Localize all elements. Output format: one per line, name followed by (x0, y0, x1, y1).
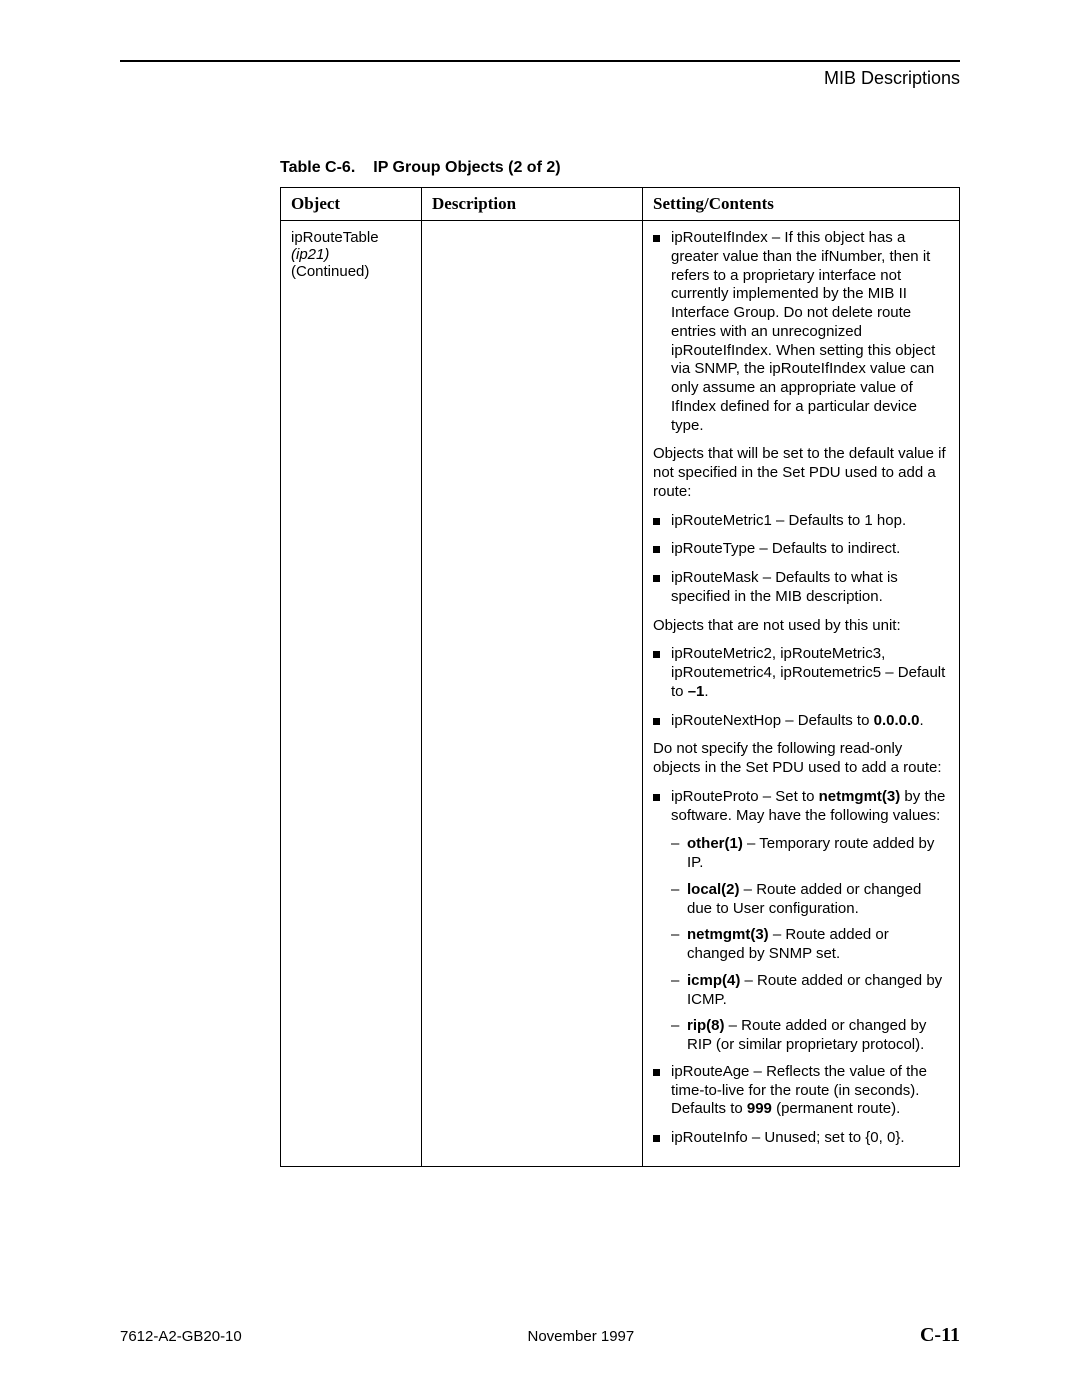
caption-number: Table C-6. (280, 159, 355, 176)
page-footer: 7612-A2-GB20-10 November 1997 C-11 (120, 1324, 960, 1347)
bullet-iprouteproto: ipRouteProto – Set to netmgmt(3) by the … (653, 788, 949, 826)
header-rule (120, 60, 960, 62)
para-default-objects: Objects that will be set to the default … (653, 445, 949, 501)
running-header: MIB Descriptions (120, 68, 960, 89)
caption-text: IP Group Objects (2 of 2) (373, 159, 560, 176)
col-header-setting: Setting/Contents (643, 188, 960, 221)
bullet-iproutemask: ipRouteMask – Defaults to what is specif… (653, 569, 949, 607)
bullet-iproutemetric1: ipRouteMetric1 – Defaults to 1 hop. (653, 512, 949, 531)
bullet-iprouteage: ipRouteAge – Reflects the value of the t… (653, 1063, 949, 1119)
settings-content: ipRouteIfIndex – If this object has a gr… (653, 229, 949, 1148)
table-header-row: Object Description Setting/Contents (281, 188, 960, 221)
object-name: ipRouteTable (291, 229, 411, 246)
col-header-description: Description (422, 188, 643, 221)
table-caption: Table C-6. IP Group Objects (2 of 2) (280, 159, 960, 177)
table-row: ipRouteTable (ip21) (Continued) ipRouteI… (281, 221, 960, 1167)
bullet-iproutetype: ipRouteType – Defaults to indirect. (653, 540, 949, 559)
cell-settings: ipRouteIfIndex – If this object has a gr… (643, 221, 960, 1167)
dash-other1: other(1) – Temporary route added by IP. (653, 835, 949, 873)
footer-doc-id: 7612-A2-GB20-10 (120, 1328, 242, 1345)
cell-object: ipRouteTable (ip21) (Continued) (281, 221, 422, 1167)
dash-icmp4: icmp(4) – Route added or changed by ICMP… (653, 972, 949, 1010)
footer-page-number: C-11 (920, 1324, 960, 1347)
document-page: MIB Descriptions Table C-6. IP Group Obje… (0, 0, 1080, 1397)
cell-description (422, 221, 643, 1167)
object-continued: (Continued) (291, 263, 411, 280)
mib-table: Object Description Setting/Contents ipRo… (280, 187, 960, 1167)
footer-date: November 1997 (528, 1328, 635, 1345)
col-header-object: Object (281, 188, 422, 221)
object-id: (ip21) (291, 246, 411, 263)
dash-rip8: rip(8) – Route added or changed by RIP (… (653, 1017, 949, 1055)
bullet-iproutenexthop: ipRouteNextHop – Defaults to 0.0.0.0. (653, 712, 949, 731)
bullet-iprouteifindex: ipRouteIfIndex – If this object has a gr… (653, 229, 949, 435)
dash-local2: local(2) – Route added or changed due to… (653, 881, 949, 919)
para-unused-objects: Objects that are not used by this unit: (653, 617, 949, 636)
dash-netmgmt3: netmgmt(3) – Route added or changed by S… (653, 926, 949, 964)
bullet-iprouteinfo: ipRouteInfo – Unused; set to {0, 0}. (653, 1129, 949, 1148)
bullet-iproutemetric2-5: ipRouteMetric2, ipRouteMetric3, ipRoutem… (653, 645, 949, 701)
para-readonly-objects: Do not specify the following read-only o… (653, 740, 949, 778)
